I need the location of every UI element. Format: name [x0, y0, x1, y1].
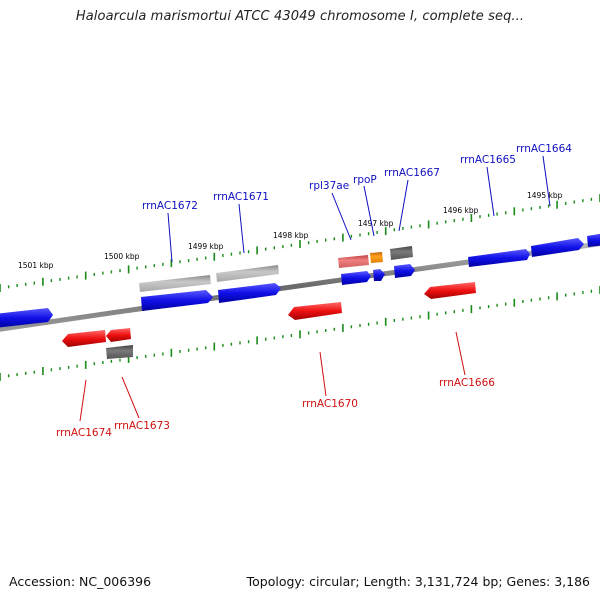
gene-orange[interactable] — [370, 252, 383, 263]
topology-text: Topology: circular; Length: 3,131,724 bp… — [246, 574, 590, 589]
map-title: Haloarcula marismortui ATCC 43049 chromo… — [75, 9, 525, 24]
label-connectors-reverse — [79, 331, 466, 422]
kbp-label: 1498 kbp — [273, 231, 309, 240]
gene-label-forward[interactable]: rrnAC1671 — [213, 191, 269, 203]
kbp-label: 1495 kbp — [527, 191, 563, 200]
gene-dark-grey[interactable] — [390, 246, 413, 260]
kbp-label: 1500 kbp — [104, 252, 140, 261]
gene-forward[interactable] — [218, 283, 281, 303]
gene-grey[interactable] — [139, 275, 211, 292]
label-connectors-forward — [167, 155, 551, 263]
gene-label-forward[interactable]: rrnAC1664 — [516, 143, 572, 155]
gene-forward[interactable] — [0, 308, 53, 328]
gene-reverse[interactable] — [288, 302, 342, 320]
kbp-ticks-reverse — [0, 286, 600, 381]
gene-reverse[interactable] — [106, 328, 131, 342]
gene-grey[interactable] — [216, 265, 279, 282]
gene-label-forward[interactable]: rrnAC1667 — [384, 167, 440, 179]
accession-text: Accession: NC_006396 — [9, 574, 152, 589]
gene-label-reverse[interactable]: rrnAC1674 — [56, 427, 112, 439]
gene-forward[interactable] — [531, 238, 584, 257]
gene-label-forward[interactable]: rpoP — [353, 174, 377, 186]
gene-label-reverse[interactable]: rrnAC1666 — [439, 377, 495, 389]
gene-forward[interactable] — [341, 271, 371, 285]
gene-label-reverse[interactable]: rrnAC1670 — [302, 398, 358, 410]
gene-forward[interactable] — [373, 269, 385, 281]
gene-label-forward[interactable]: rpl37ae — [309, 180, 349, 192]
gene-pink[interactable] — [338, 255, 369, 268]
kbp-label: 1497 kbp — [358, 219, 394, 228]
kbp-ticks-forward — [0, 194, 600, 292]
gene-label-reverse[interactable]: rrnAC1673 — [114, 420, 170, 432]
gene-dark-grey[interactable] — [106, 345, 133, 359]
kbp-label: 1501 kbp — [18, 261, 54, 270]
kbp-label: 1499 kbp — [188, 242, 224, 251]
gene-label-forward[interactable]: rrnAC1672 — [142, 200, 198, 212]
kbp-label: 1496 kbp — [443, 206, 479, 215]
gene-reverse[interactable] — [424, 282, 476, 299]
gene-forward[interactable] — [468, 249, 530, 267]
gene-label-forward[interactable]: rrnAC1665 — [460, 154, 516, 166]
gene-forward[interactable] — [587, 233, 600, 247]
gene-reverse[interactable] — [62, 330, 106, 347]
gene-forward[interactable] — [394, 264, 415, 278]
gene-forward[interactable] — [141, 290, 213, 311]
